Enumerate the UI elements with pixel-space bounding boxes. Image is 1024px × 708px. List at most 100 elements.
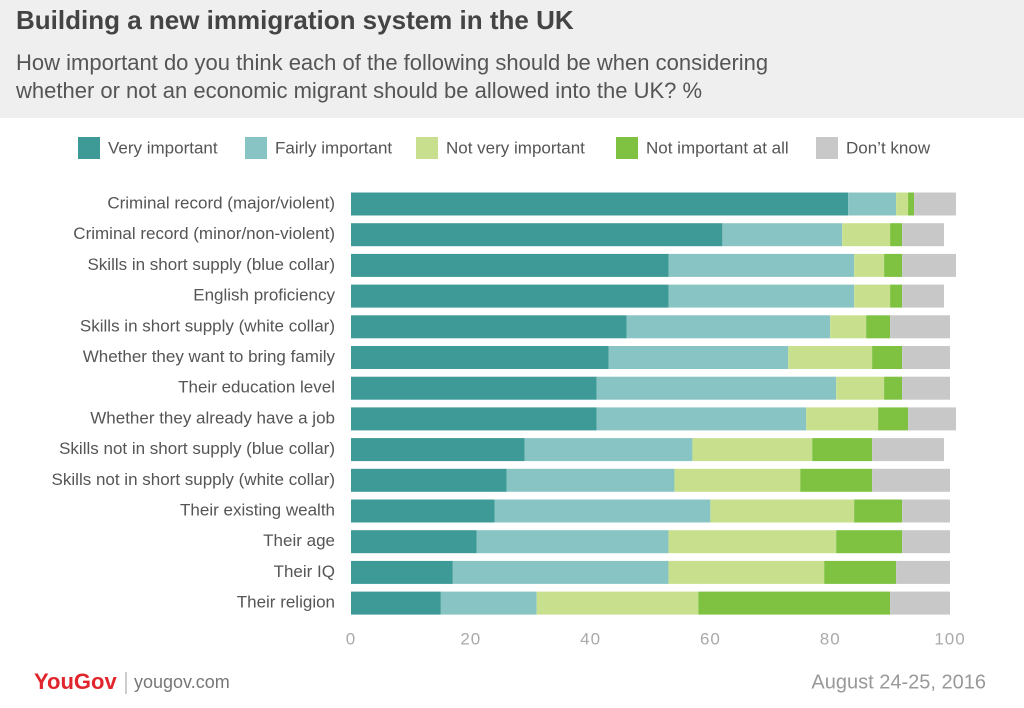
legend-swatch <box>616 137 638 159</box>
bar-segment <box>692 438 813 462</box>
bar-segment <box>872 346 903 369</box>
bar-segment <box>872 468 950 492</box>
bar-segment <box>890 223 903 247</box>
bar-segment <box>842 223 891 247</box>
bar-segment <box>890 284 903 308</box>
legend-label: Don’t know <box>846 138 931 157</box>
y-tick-label: Skills not in short supply (blue collar) <box>59 439 335 458</box>
bar-segment <box>890 315 950 339</box>
x-tick-label: 20 <box>460 629 481 648</box>
bar-segment <box>440 591 537 615</box>
bar-segment <box>351 315 627 339</box>
x-tick-label: 80 <box>820 629 841 648</box>
bar-segment <box>806 407 879 431</box>
bar-segment <box>884 253 903 277</box>
bar-segment <box>351 192 849 216</box>
legend-swatch <box>245 137 267 159</box>
header-background <box>0 0 1024 118</box>
bar-segment <box>351 253 669 277</box>
bar-segment <box>866 315 891 339</box>
bar-segment <box>351 530 477 554</box>
legend-swatch <box>816 137 838 159</box>
chart-subtitle: whether or not an economic migrant shoul… <box>15 78 702 103</box>
bar-segment <box>351 438 525 462</box>
bar-segment <box>884 376 903 400</box>
bar-segment <box>896 192 909 216</box>
chart-subtitle: How important do you think each of the f… <box>16 50 768 75</box>
bar-segment <box>908 407 956 431</box>
bar-segment <box>668 560 825 584</box>
y-tick-label: Their existing wealth <box>180 500 335 519</box>
bar-segment <box>848 192 897 216</box>
y-tick-label: Criminal record (minor/non-violent) <box>73 224 335 243</box>
y-tick-label: Their age <box>263 531 335 550</box>
bar-segment <box>836 530 903 554</box>
bar-segment <box>710 499 855 523</box>
bar-segment <box>668 253 855 277</box>
bar-segment <box>351 407 597 431</box>
bar-segment <box>626 315 831 339</box>
x-tick-label: 0 <box>346 629 356 648</box>
legend-label: Very important <box>108 138 218 157</box>
bar-segment <box>896 560 950 584</box>
bar-segment <box>902 499 950 523</box>
bar-segment <box>902 530 950 554</box>
bar-segment <box>596 376 837 400</box>
y-tick-label: English proficiency <box>193 286 335 305</box>
bar-segment <box>506 468 675 492</box>
bar-segment <box>902 253 956 277</box>
bar-segment <box>854 499 903 523</box>
bar-segment <box>351 560 453 584</box>
bar-segment <box>914 192 956 216</box>
legend-label: Not important at all <box>646 138 789 157</box>
legend-swatch <box>416 137 438 159</box>
site-url: yougov.com <box>134 672 230 692</box>
x-tick-label: 100 <box>934 629 965 648</box>
brand-logo: YouGov <box>34 669 117 694</box>
bar-segment <box>524 438 693 462</box>
bar-segment <box>668 284 855 308</box>
bar-segment <box>596 407 807 431</box>
bar-segment <box>494 499 711 523</box>
bar-segment <box>452 560 669 584</box>
bar-segment <box>476 530 669 554</box>
y-tick-label: Skills not in short supply (white collar… <box>52 470 335 489</box>
bar-segment <box>830 315 867 339</box>
y-tick-label: Skills in short supply (white collar) <box>80 316 335 335</box>
bar-segment <box>902 376 950 400</box>
bar-segment <box>351 284 669 308</box>
bar-segment <box>902 284 945 308</box>
bar-segment <box>674 468 801 492</box>
bar-segment <box>788 346 873 369</box>
y-tick-label: Criminal record (major/violent) <box>107 193 335 212</box>
bar-segment <box>872 438 945 462</box>
bar-segment <box>836 376 885 400</box>
y-tick-label: Skills in short supply (blue collar) <box>87 255 335 274</box>
bar-segment <box>722 223 843 247</box>
bar-segment <box>351 346 609 369</box>
bar-segment <box>824 560 897 584</box>
y-tick-label: Their education level <box>178 378 335 397</box>
bar-segment <box>351 468 507 492</box>
x-tick-label: 40 <box>580 629 601 648</box>
bar-segment <box>536 591 699 615</box>
y-tick-label: Their religion <box>237 593 335 612</box>
bar-segment <box>800 468 873 492</box>
y-tick-label: Their IQ <box>274 562 335 581</box>
bar-segment <box>668 530 837 554</box>
bar-segment <box>902 346 950 369</box>
y-tick-label: Whether they already have a job <box>90 408 335 427</box>
bar-segment <box>698 591 891 615</box>
x-tick-label: 60 <box>700 629 721 648</box>
bar-segment <box>351 376 597 400</box>
bar-segment <box>351 591 441 615</box>
bar-segment <box>908 192 915 216</box>
date: August 24-25, 2016 <box>811 671 986 693</box>
bar-segment <box>854 253 885 277</box>
y-tick-label: Whether they want to bring family <box>83 347 336 366</box>
chart-title: Building a new immigration system in the… <box>16 5 574 35</box>
legend-label: Fairly important <box>275 138 392 157</box>
bar-segment <box>854 284 891 308</box>
bar-segment <box>890 591 950 615</box>
